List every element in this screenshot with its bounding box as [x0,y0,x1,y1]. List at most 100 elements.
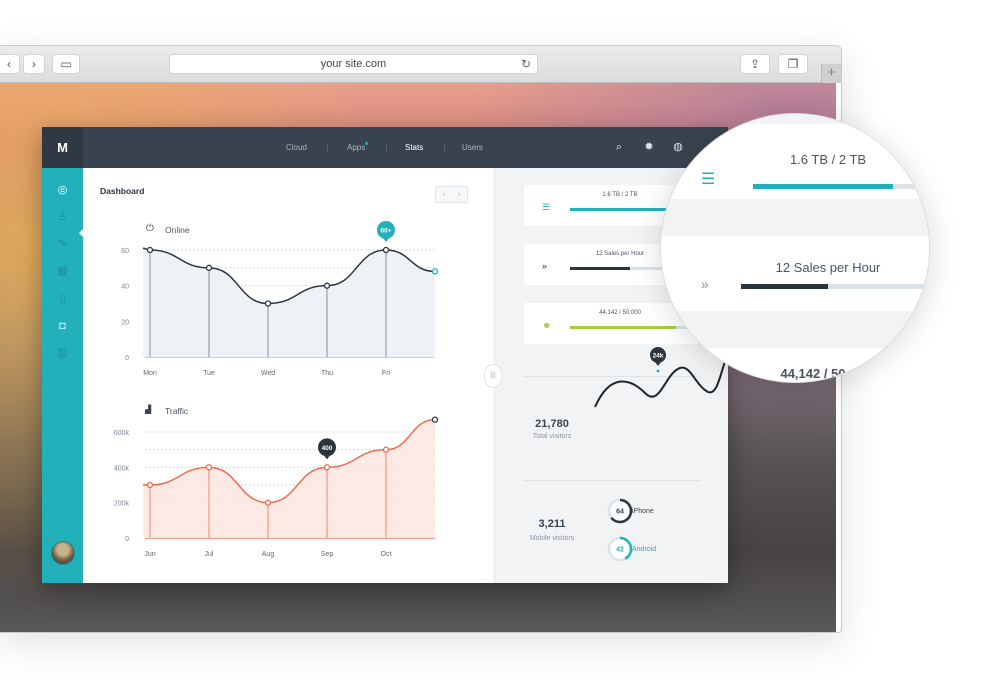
divider [524,480,700,481]
bar-chart-icon: ▟ [145,405,152,414]
zoom-users-label: 44,142 / 50 [780,366,846,381]
sidebar-button[interactable]: ▭ [52,54,80,74]
database-icon: ☰ [542,202,551,212]
charts-layer: 0 20 40 60 Mon Tue Wed Thu Fri 60+ 0 200k 400k 600k Ju… [114,221,439,558]
highlight-label: 60+ [380,228,391,235]
online-chart-title: Online [165,225,190,235]
data-point [431,268,439,275]
data-point [323,282,331,289]
sidebar-icon: ▭ [60,57,72,71]
sidebar: ◎ ♙ ✎ ▦ ▯ ◘ ▥ [42,168,84,583]
y-tick-label: 400k [114,465,130,472]
resize-handle[interactable]: ||| [484,364,502,388]
highlight-badge [318,438,336,457]
badge-pointer [324,455,330,460]
forward-button[interactable]: › [23,54,45,74]
file-icon[interactable]: ▯ [59,293,66,305]
page-title: Dashboard [100,186,145,196]
x-tick-label: Aug [262,551,275,558]
area-fill [143,248,435,357]
stat-label: 1.6 TB / 2 TB [602,192,638,198]
data-point [382,446,390,453]
database-icon: ☰ [701,171,716,188]
highlight-badge [377,221,395,239]
top-nav: M Cloud Apps Stats Users ⌕ ✹ ◍ [42,127,728,168]
y-tick-label: 20 [121,319,129,326]
tabs-icon: ❐ [787,57,799,71]
iphone-label: iPhone [632,508,654,515]
nav-apps[interactable]: Apps [347,143,366,152]
nav-divider [444,144,445,152]
forward-icon: › [32,57,36,71]
chat-icon[interactable]: ◘ [59,320,66,332]
progress-fill [570,267,630,270]
total-visitors-value: 21,780 [535,418,569,430]
progress-fill [570,208,666,211]
tags-icon: » [701,276,709,292]
data-point [205,264,213,271]
x-tick-label: Wed [261,370,275,377]
badge-pointer [383,238,389,242]
pin-icon[interactable]: ✎ [57,238,68,250]
user-icon[interactable]: ♙ [57,211,68,223]
address-bar[interactable]: your site.com ↻ [169,54,538,74]
data-point [205,464,213,471]
reload-icon[interactable]: ↻ [520,57,531,71]
y-tick-label: 0 [125,355,129,362]
new-tab-button[interactable]: + [821,64,841,83]
mobile-visitors-value: 3,211 [538,518,566,530]
progress-bar [570,326,690,329]
badge-pointer [655,362,661,366]
zoom-users-card: 44,142 / 50 [661,348,929,382]
nav-cloud[interactable]: Cloud [286,143,307,152]
users-icon: ☻ [542,320,552,330]
zoom-storage-card: ☰ 1.6 TB / 2 TB [661,124,929,199]
ring-progress [607,498,633,524]
area-fill [143,419,435,538]
trash-icon[interactable]: ▥ [57,347,68,359]
logo[interactable]: M [42,127,83,168]
nav-divider [386,144,387,152]
back-icon: ‹ [7,57,11,71]
mobile-visitors-label: Mobile visitors [529,535,575,542]
x-tick-label: Jul [205,551,214,558]
zoom-sales-label: 12 Sales per Hour [775,260,881,275]
next-button[interactable]: › [458,191,461,198]
avatar[interactable] [51,541,75,565]
progress-bar [570,267,690,270]
x-tick-label: Tue [203,370,215,377]
tags-icon: » [542,261,548,271]
share-button[interactable]: ⇪ [740,54,770,74]
nav-stats[interactable]: Stats [405,143,424,152]
data-point [146,246,154,254]
ring-progress [607,536,633,562]
search-icon[interactable]: ⌕ [615,141,623,153]
data-point [431,416,439,423]
gear-icon[interactable]: ✹ [644,141,654,153]
pager: ‹ › [435,186,468,203]
y-tick-label: 600k [114,430,130,437]
back-button[interactable]: ‹ [0,54,20,74]
magnifier-callout: ☰ 1.6 TB / 2 TB » 12 Sales per Hour 44,1… [660,113,930,383]
y-tick-label: 0 [125,536,129,543]
nav-divider [327,144,328,152]
tabs-button[interactable]: ❐ [778,54,808,74]
new-tab-icon: + [827,64,836,81]
dashboard-icon[interactable]: ◎ [57,184,68,196]
prev-button[interactable]: ‹ [442,191,445,198]
data-point [264,499,272,506]
ring-value: 42 [616,547,624,554]
android-label: Android [632,546,657,553]
apps-badge [365,142,368,145]
browser-toolbar: ‹ › ▭ your site.com ↻ ⇪ ❐ + [0,46,841,83]
url-text: your site.com [320,58,387,70]
power-icon: ⏻ [146,223,154,234]
zoom-sales-bar [741,284,929,289]
data-point [146,481,154,489]
calendar-icon[interactable]: ▦ [57,265,68,277]
peak-label: 24k [653,353,664,360]
nav-users[interactable]: Users [462,143,483,152]
divider [524,376,700,377]
traffic-chart-title: Traffic [165,406,189,416]
active-indicator [79,228,84,238]
